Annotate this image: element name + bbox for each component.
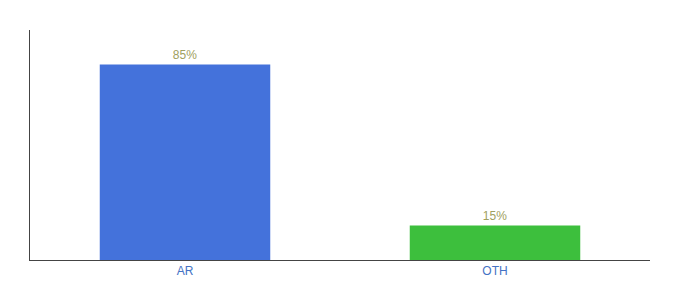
- svg-text:15%: 15%: [483, 209, 507, 223]
- svg-text:85%: 85%: [173, 48, 197, 62]
- svg-text:OTH: OTH: [482, 264, 507, 278]
- svg-text:AR: AR: [177, 264, 194, 278]
